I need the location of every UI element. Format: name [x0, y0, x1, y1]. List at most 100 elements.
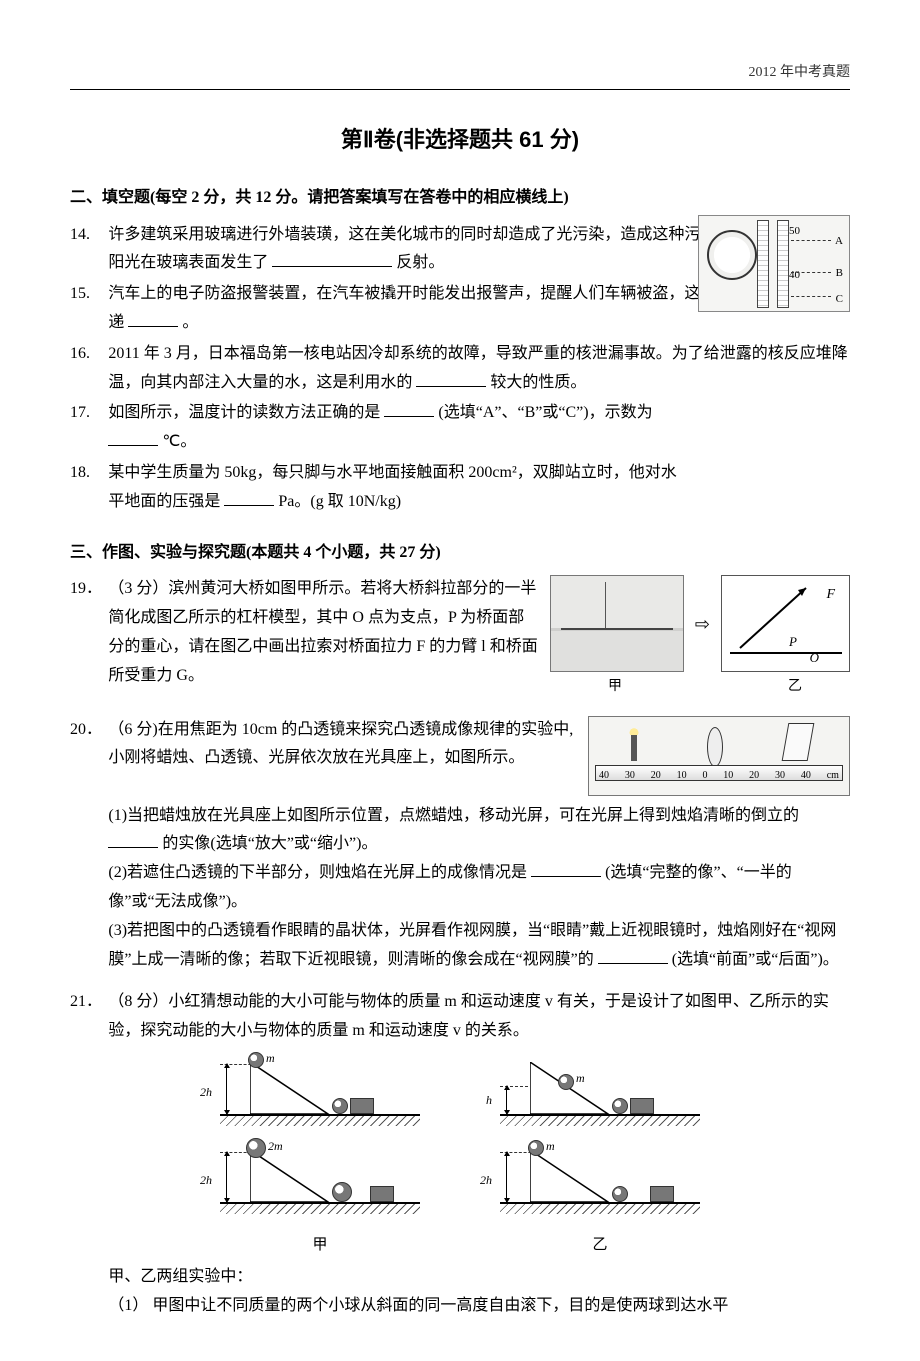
q21-figures: 2h m 2h 2m: [70, 1056, 850, 1259]
q21-sub1-num: （1）: [108, 1297, 148, 1314]
ball-ground-big-icon: [332, 1182, 352, 1202]
tick: 20: [749, 767, 759, 785]
section-2-heading: 二、填空题(每空 2 分，共 12 分。请把答案填写在答卷中的相应横线上): [70, 184, 850, 213]
thermo-tick-50: 50: [789, 222, 800, 242]
tick: 40: [801, 767, 811, 785]
ball-ground-icon: [612, 1098, 628, 1114]
ground-icon: [500, 1202, 700, 1204]
q18-body: 某中学生质量为 50kg，每只脚与水平地面接触面积 200cm²，双脚站立时，他…: [108, 459, 690, 517]
ground-icon: [500, 1114, 700, 1116]
section-2-body: 50 40 A B C 14. 许多建筑采用玻璃进行外墙装璜，这在美化城市的同时…: [70, 221, 850, 517]
q21-yi-top: h m: [500, 1056, 700, 1134]
caption-yi: 乙: [788, 674, 802, 699]
section-3-heading: 三、作图、实验与探究题(本题共 4 个小题，共 27 分): [70, 539, 850, 568]
ground-icon: [220, 1114, 420, 1116]
tick: 10: [677, 767, 687, 785]
q20-num: 20．: [70, 716, 108, 774]
header-year: 2012 年中考真题: [70, 60, 850, 85]
q20-p3b: (选填“前面”或“后面”)。: [672, 951, 839, 968]
lever-force-line: [736, 582, 812, 652]
q14-blank[interactable]: [272, 250, 392, 268]
caption-jia: 甲: [608, 674, 622, 699]
screen-icon: [782, 723, 815, 761]
q21-intro: （8 分）小红猜想动能的大小可能与物体的质量 m 和运动速度 v 有关，于是设计…: [108, 988, 850, 1046]
block-icon: [350, 1098, 374, 1114]
thermo-label-b: B: [836, 264, 843, 284]
q21-yi-bottom: 2h m: [500, 1144, 700, 1222]
q15-text-b: 。: [182, 314, 198, 331]
q20-intro: （6 分)在用焦距为 10cm 的凸透镜来探究凸透镜成像规律的实验中,小刚将蜡烛…: [108, 716, 576, 774]
q20-p3: (3)若把图中的凸透镜看作眼睛的晶状体，光屏看作视网膜，当“眼睛”戴上近视眼镜时…: [108, 917, 850, 975]
q17-text-a: 如图所示，温度计的读数方法正确的是: [108, 404, 380, 421]
q20: 40 30 20 10 0 10 20 30 40 cm 20． （6 分)在用…: [70, 716, 850, 975]
height-arrow: [506, 1086, 507, 1114]
block-icon: [650, 1186, 674, 1202]
q21-tail-b: （1） 甲图中让不同质量的两个小球从斜面的同一高度自由滚下，目的是使两球到达水平: [108, 1292, 850, 1321]
block-icon: [630, 1098, 654, 1114]
label-2h: 2h: [200, 1170, 212, 1192]
tick: 30: [625, 767, 635, 785]
thermo-label-a: A: [835, 232, 843, 252]
q17-num: 17.: [70, 399, 108, 457]
q18-blank[interactable]: [224, 488, 274, 506]
q16-body: 2011 年 3 月，日本福岛第一核电站因冷却系统的故障，导致严重的核泄漏事故。…: [108, 340, 850, 398]
figure-bridge-group: ⇨ F P O 甲 乙: [550, 575, 850, 699]
q21-jia-top: 2h m: [220, 1056, 420, 1134]
q19: ⇨ F P O 甲 乙 19． （3 分）滨州黄河大桥如图甲所示。若将大桥斜拉部…: [70, 575, 850, 705]
q15-blank[interactable]: [128, 309, 178, 327]
q20-p1: (1)当把蜡烛放在光具座上如图所示位置，点燃蜡烛，移动光屏，可在光屏上得到烛焰清…: [108, 802, 850, 860]
label-2h: 2h: [480, 1170, 492, 1192]
figure-lever-diagram: F P O: [721, 575, 850, 672]
q21-num: 21．: [70, 988, 108, 1046]
q20-p1b: 的实像(选填“放大”或“缩小”)。: [162, 835, 377, 852]
figure-optical-bench: 40 30 20 10 0 10 20 30 40 cm: [588, 716, 850, 796]
thermo-arrow-b: [791, 272, 831, 273]
volume-title: 第Ⅱ卷(非选择题共 61 分): [70, 120, 850, 160]
q14-text-b: 反射。: [396, 254, 444, 271]
tick: cm: [827, 767, 839, 785]
q21-col-yi: h m 2h m: [500, 1056, 700, 1259]
q20-blank-2[interactable]: [531, 859, 601, 877]
q15-num: 15.: [70, 280, 108, 338]
q20-p2: (2)若遮住凸透镜的下半部分，则烛焰在光屏上的成像情况是 (选填“完整的像”、“…: [108, 859, 850, 917]
q21-tail-a: 甲、乙两组实验中：: [108, 1263, 850, 1292]
height-arrow: [226, 1064, 227, 1114]
tick: 40: [599, 767, 609, 785]
magnifier-icon: [707, 230, 757, 280]
q21-sub1-text: 甲图中让不同质量的两个小球从斜面的同一高度自由滚下，目的是使两球到达水平: [152, 1297, 728, 1314]
thermo-label-c: C: [836, 290, 843, 310]
q20-blank-1[interactable]: [108, 831, 158, 849]
q17-blank-2[interactable]: [108, 428, 158, 446]
q21-col-jia: 2h m 2h 2m: [220, 1056, 420, 1259]
q17-text-c: ℃。: [162, 433, 196, 450]
header-rule: [70, 89, 850, 90]
arrow-icon: ⇨: [692, 608, 713, 640]
q16-num: 16.: [70, 340, 108, 398]
candle-icon: [631, 733, 637, 761]
q16: 16. 2011 年 3 月，日本福岛第一核电站因冷却系统的故障，导致严重的核泄…: [70, 340, 850, 398]
thermo-tube-2: [777, 220, 789, 308]
lever-base: [730, 652, 842, 654]
tick: 30: [775, 767, 785, 785]
q17: 17. 如图所示，温度计的读数方法正确的是 (选填“A”、“B”或“C”)，示数…: [70, 399, 850, 457]
thermo-tube-1: [757, 220, 769, 308]
lever-label-f: F: [826, 582, 835, 607]
ball-icon: [248, 1052, 264, 1068]
figure-thermometer: 50 40 A B C: [698, 215, 850, 312]
q16-text-b: 较大的性质。: [490, 374, 586, 391]
label-m: m: [576, 1068, 585, 1090]
ball-icon: [528, 1140, 544, 1156]
ramp-icon: [530, 1150, 610, 1204]
height-arrow: [506, 1152, 507, 1202]
height-arrow: [226, 1152, 227, 1202]
lever-label-o: O: [810, 646, 819, 669]
block-icon: [370, 1186, 394, 1202]
thermo-arrow-a: [791, 240, 831, 241]
caption-yi: 乙: [500, 1232, 700, 1259]
lever-label-p: P: [789, 630, 797, 653]
q21-jia-bottom: 2h 2m: [220, 1144, 420, 1222]
q16-blank[interactable]: [416, 369, 486, 387]
label-m: m: [546, 1136, 555, 1158]
q20-blank-3[interactable]: [598, 946, 668, 964]
q17-blank-1[interactable]: [384, 400, 434, 418]
